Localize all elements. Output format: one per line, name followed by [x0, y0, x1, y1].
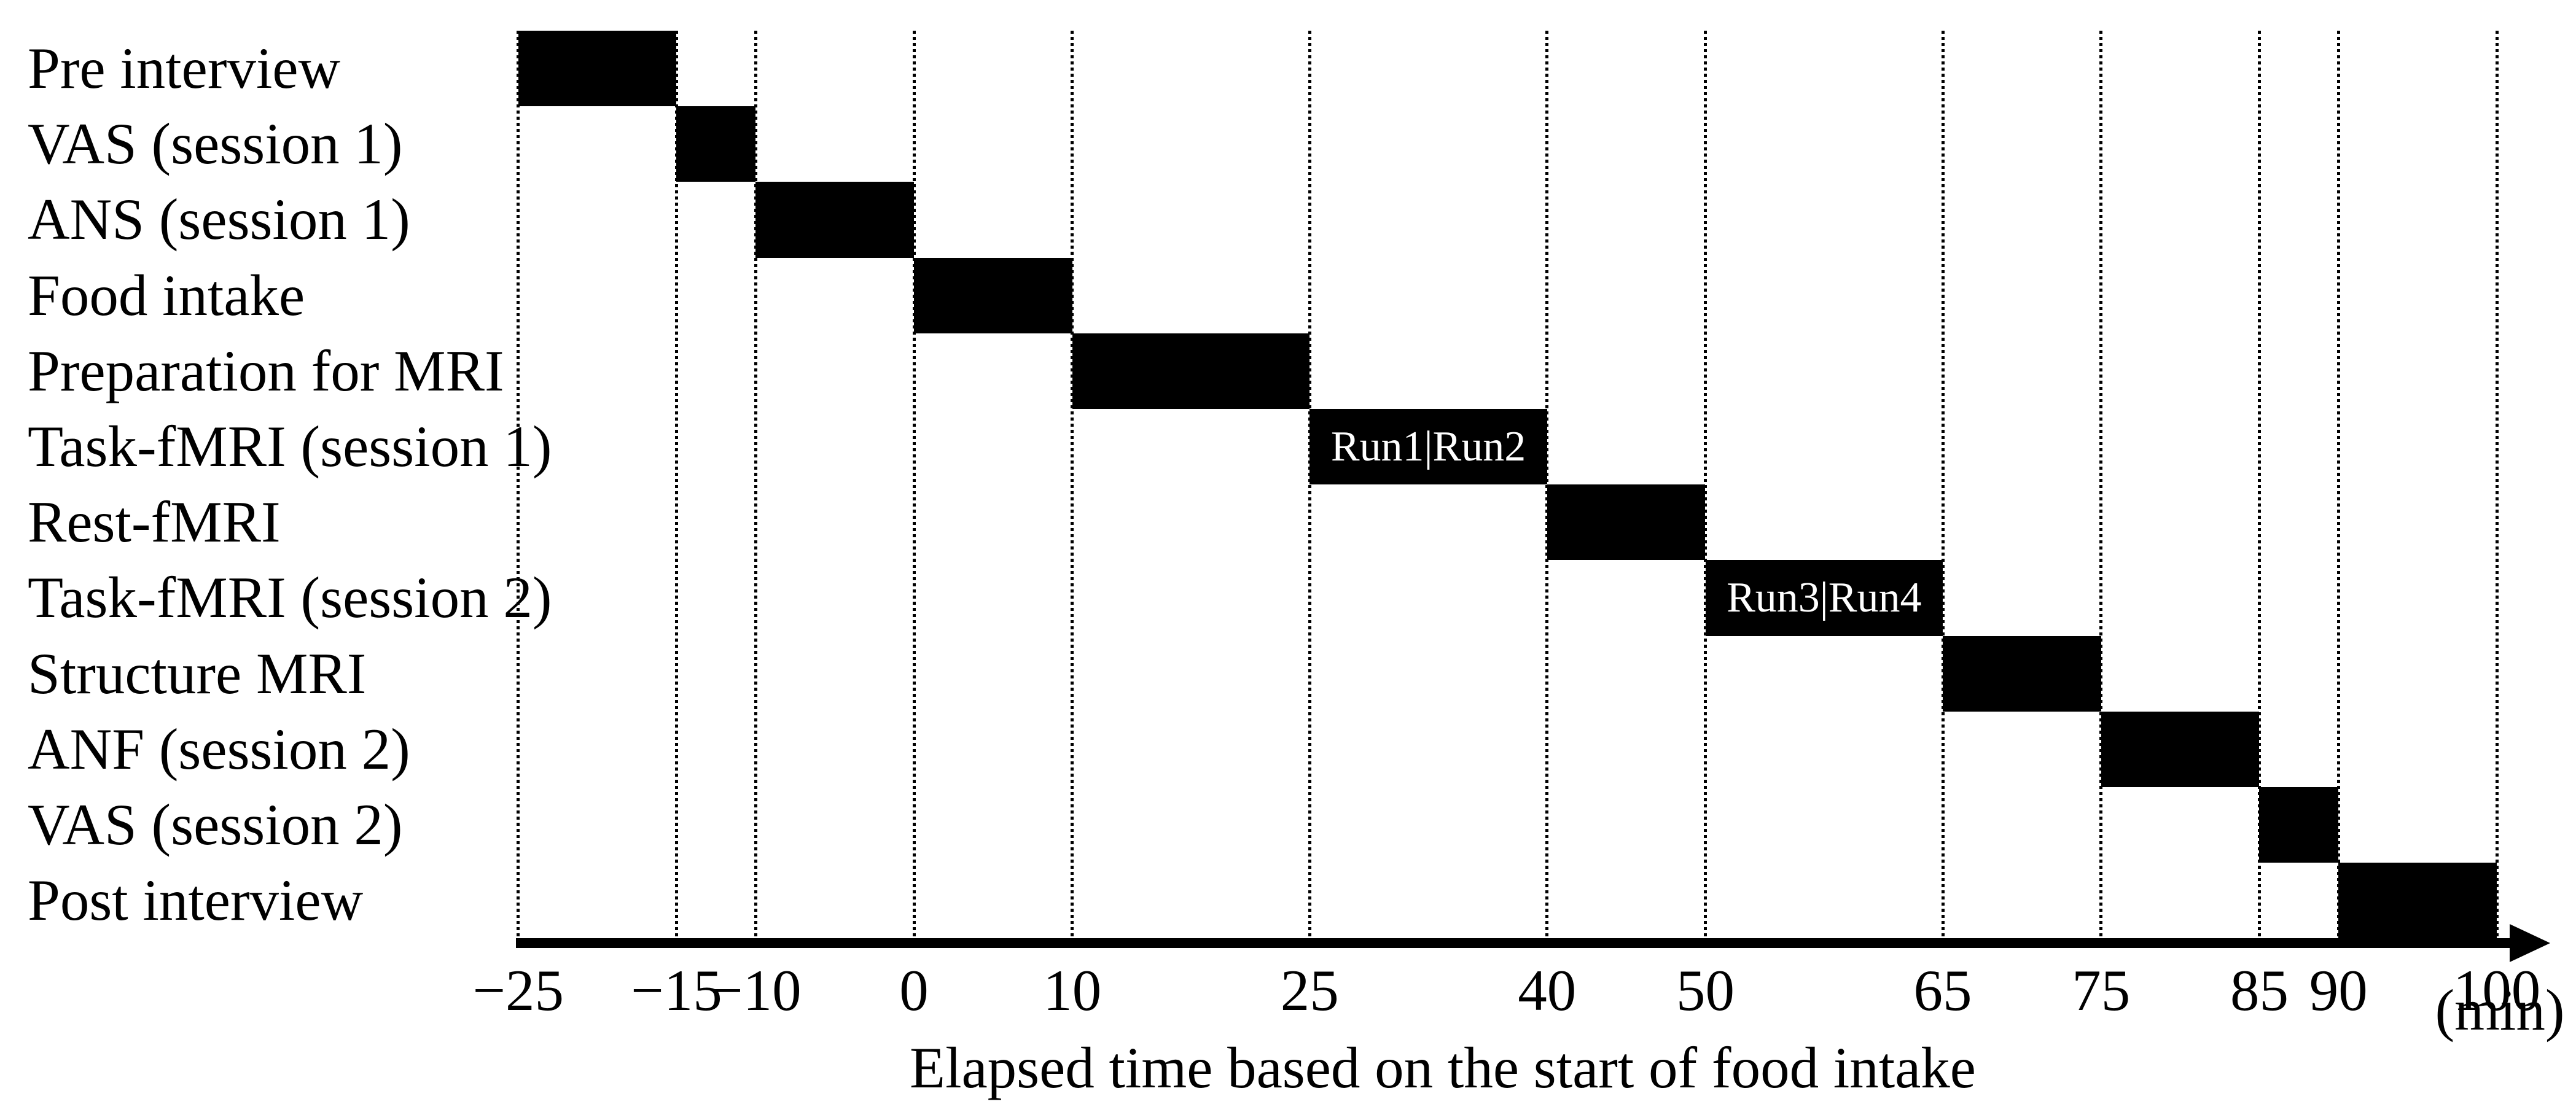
- task-bar: [2259, 787, 2339, 863]
- row-label: VAS (session 2): [28, 792, 403, 858]
- task-bar: Run1|Run2: [1309, 409, 1547, 485]
- task-bar: [2338, 863, 2497, 939]
- task-bar: [676, 106, 756, 182]
- gridline: [1071, 31, 1074, 939]
- row-label: Food intake: [28, 262, 305, 328]
- row-label: Task-fMRI (session 1): [28, 414, 552, 480]
- gridline: [2099, 31, 2103, 939]
- gridline: [1704, 31, 1707, 939]
- x-tick-label: 85: [2230, 958, 2289, 1023]
- row-label: Structure MRI: [28, 640, 367, 706]
- row-label: Preparation for MRI: [28, 338, 504, 403]
- bar-run-label: Run3|Run4: [1727, 573, 1922, 621]
- x-tick-label: −25: [472, 958, 564, 1023]
- row-label: ANS (session 1): [28, 187, 410, 252]
- row-label: VAS (session 1): [28, 111, 403, 177]
- row-label: Rest-fMRI: [28, 489, 281, 555]
- row-label: Post interview: [28, 868, 364, 933]
- gridline: [1308, 31, 1311, 939]
- row-label: Pre interview: [28, 36, 341, 101]
- x-tick-label: −10: [710, 958, 802, 1023]
- task-bar: [1072, 333, 1310, 409]
- x-axis-line: [516, 938, 2518, 949]
- x-tick-label: −15: [631, 958, 722, 1023]
- gridline: [2495, 31, 2499, 939]
- gridline: [912, 31, 916, 939]
- x-axis-arrow-icon: [2510, 924, 2550, 963]
- x-tick-label: 0: [899, 958, 929, 1023]
- gridline: [517, 31, 520, 939]
- task-bar: [1547, 484, 1706, 561]
- x-tick-label: 100: [2453, 958, 2541, 1023]
- x-tick-label: 50: [1676, 958, 1735, 1023]
- task-bar: [1943, 635, 2101, 712]
- x-tick-label: 75: [2072, 958, 2131, 1023]
- task-bar: [2101, 711, 2260, 787]
- task-bar: [755, 182, 914, 258]
- gridline: [754, 31, 757, 939]
- x-tick-label: 90: [2309, 958, 2368, 1023]
- gridline: [2336, 31, 2340, 939]
- gridline: [674, 31, 678, 939]
- row-label: ANF (session 2): [28, 716, 410, 782]
- gridline: [1941, 31, 1945, 939]
- x-axis-unit: (min): [2435, 977, 2565, 1043]
- x-tick-label: 40: [1518, 958, 1577, 1023]
- task-bar: [914, 257, 1072, 333]
- row-label: Task-fMRI (session 2): [28, 565, 552, 631]
- bar-run-label: Run1|Run2: [1330, 422, 1526, 470]
- x-tick-label: 65: [1913, 958, 1972, 1023]
- x-tick-label: 10: [1043, 958, 1102, 1023]
- x-axis-title: Elapsed time based on the start of food …: [910, 1035, 1976, 1100]
- task-bar: Run3|Run4: [1705, 560, 1943, 636]
- x-tick-label: 25: [1280, 958, 1339, 1023]
- task-bar: [518, 31, 677, 107]
- gridline: [2257, 31, 2261, 939]
